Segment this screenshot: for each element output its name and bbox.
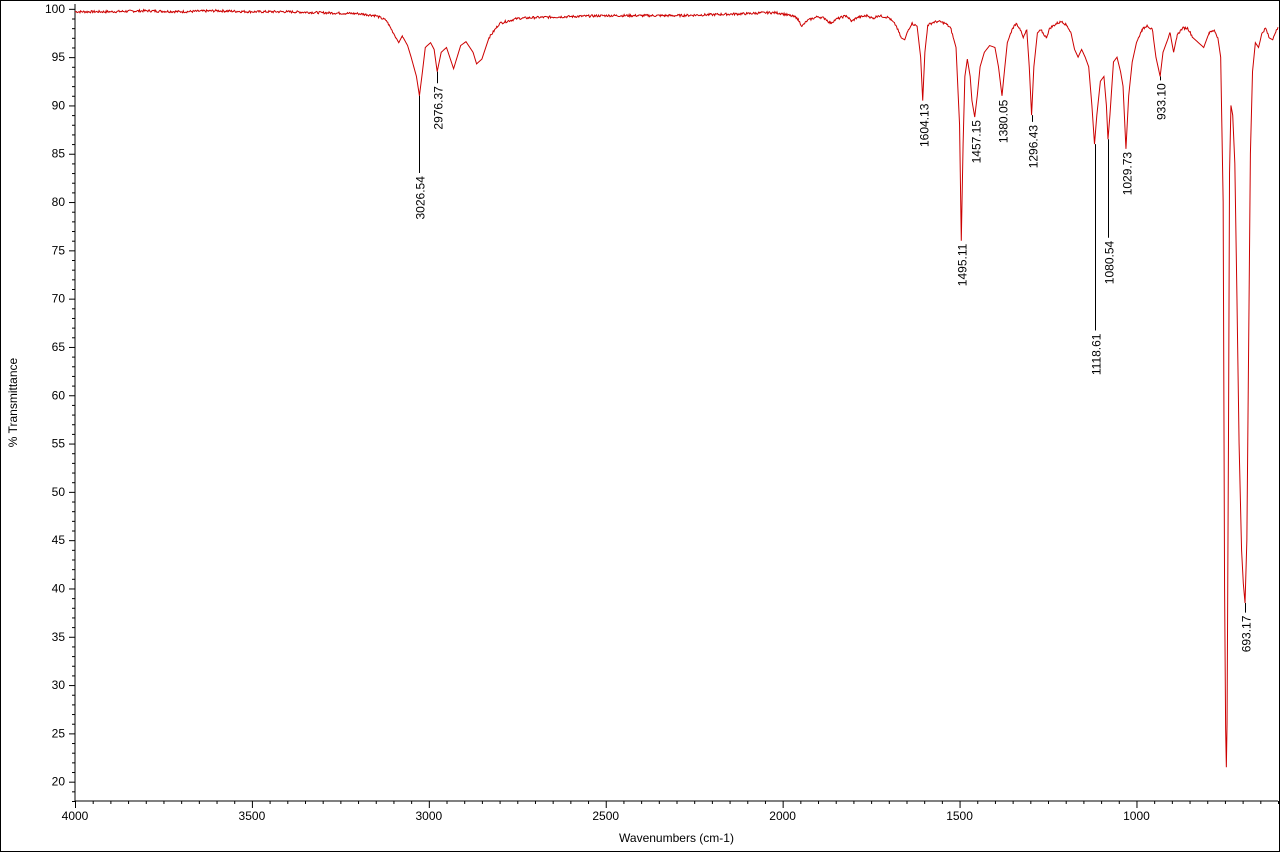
y-tick-label: 65: [52, 340, 66, 354]
y-tick-label: 80: [52, 195, 66, 209]
peak-label: 933.10: [1155, 83, 1169, 120]
x-tick-label: 3500: [239, 809, 266, 823]
plot-area: [74, 4, 1278, 802]
spectrum-series: [74, 8, 1279, 768]
peak-label: 1495.11: [956, 243, 970, 286]
peak-label: 1118.61: [1090, 333, 1104, 375]
y-tick-label: 95: [52, 50, 66, 64]
y-tick-label: 25: [52, 726, 66, 740]
peak-label: 693.17: [1240, 615, 1254, 652]
y-tick-label: 90: [52, 98, 66, 112]
x-tick-label: 4000: [62, 809, 89, 823]
x-axis-title: Wavenumbers (cm-1): [619, 831, 734, 845]
peak-label: 1457.15: [970, 120, 984, 164]
x-tick-label: 1500: [946, 809, 973, 823]
y-tick-label: 20: [52, 775, 66, 789]
y-tick-label: 70: [52, 292, 66, 306]
x-tick-label: 1000: [1123, 809, 1150, 823]
y-axis-title: % Transmittance: [6, 357, 20, 447]
peak-label: 1380.05: [997, 99, 1011, 143]
y-tick-label: 75: [52, 243, 66, 257]
y-tick-label: 55: [52, 437, 66, 451]
y-tick-label: 60: [52, 388, 66, 402]
y-axis: 20 25 30 35 40 45 50 55 60 65 70 75 80 85 90 95 100: [45, 2, 75, 802]
y-tick-label: 50: [52, 485, 66, 499]
y-tick-label: 85: [52, 147, 66, 161]
peak-label: 1296.43: [1027, 125, 1041, 169]
y-tick-label: 100: [45, 2, 65, 16]
peak-label: 1080.54: [1103, 240, 1117, 284]
x-tick-label: 3000: [415, 809, 442, 823]
spectrum-line-0: [74, 8, 1279, 768]
peak-label: 2976.37: [432, 86, 446, 130]
peak-label: 3026.54: [414, 176, 428, 220]
peak-label: 1029.73: [1121, 152, 1135, 196]
peak-annotations: 3026.54 2976.37 1604.13 1495.11 1457.15 1380.…: [414, 71, 1254, 652]
x-axis: 4000 3500 3000 2500 2000 1500 1000: [62, 801, 1279, 823]
y-tick-label: 30: [52, 678, 66, 692]
y-tick-label: 40: [52, 581, 66, 595]
peak-label: 1604.13: [918, 103, 932, 147]
x-tick-label: 2500: [592, 809, 619, 823]
x-tick-label: 2000: [769, 809, 796, 823]
y-tick-label: 35: [52, 630, 66, 644]
y-tick-label: 45: [52, 533, 66, 547]
